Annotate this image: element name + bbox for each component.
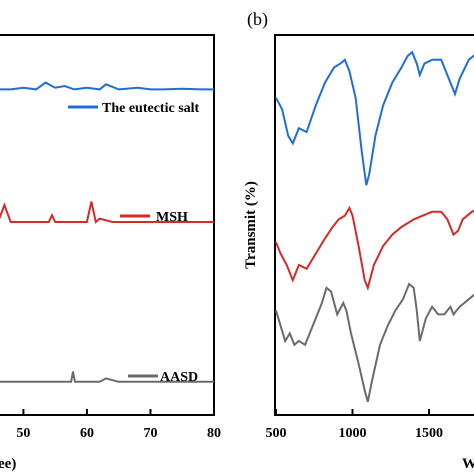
panel-a-legend-label-2: AASD <box>160 370 198 385</box>
panel-b-x-tick-label: 1000 <box>339 426 367 441</box>
panel-a-series-line-0 <box>0 81 214 91</box>
panel-a-xrd-chart: 50 60 70 80 The eutectic salt MSH AASD ee) <box>0 34 221 472</box>
panel-b-series-group <box>275 50 474 403</box>
panel-a-legend-label-1: MSH <box>156 210 188 225</box>
panel-a-legend: The eutectic salt MSH AASD <box>68 101 200 385</box>
panel-b-series-line-1 <box>275 205 474 291</box>
panel-b-x-axis-label-partial: W <box>462 456 474 472</box>
panel-a-series-group <box>0 81 214 383</box>
panel-a-x-tick-label: 80 <box>207 426 221 441</box>
panel-a-x-ticks: 50 60 70 80 <box>16 409 221 441</box>
panel-a-x-tick-label: 50 <box>16 426 30 441</box>
panel-b-label: (b) <box>247 9 268 30</box>
panel-a-plot-frame <box>0 34 215 416</box>
panel-a-x-tick-label: 70 <box>143 426 157 441</box>
panel-b-y-axis-title: Transmit (%) <box>243 181 259 269</box>
panel-a-x-tick-label: 60 <box>80 426 94 441</box>
panel-b-x-tick-label: 500 <box>266 426 287 441</box>
panel-a-series-line-1 <box>0 201 214 224</box>
panel-a-legend-label-0: The eutectic salt <box>102 101 200 116</box>
panel-a-series-line-2 <box>0 371 214 383</box>
panel-b-x-ticks: 500 1000 1500 <box>266 409 443 441</box>
panel-a-x-axis-label-partial: ee) <box>0 456 16 472</box>
panel-b-plot-frame <box>274 34 474 416</box>
panel-b-series-line-2 <box>275 282 474 403</box>
panel-b-ftir-chart: (b) 500 1000 1500 Transmit (%) W <box>243 9 474 472</box>
panel-b-x-tick-label: 1500 <box>415 426 443 441</box>
panel-b-series-line-0 <box>275 50 474 186</box>
